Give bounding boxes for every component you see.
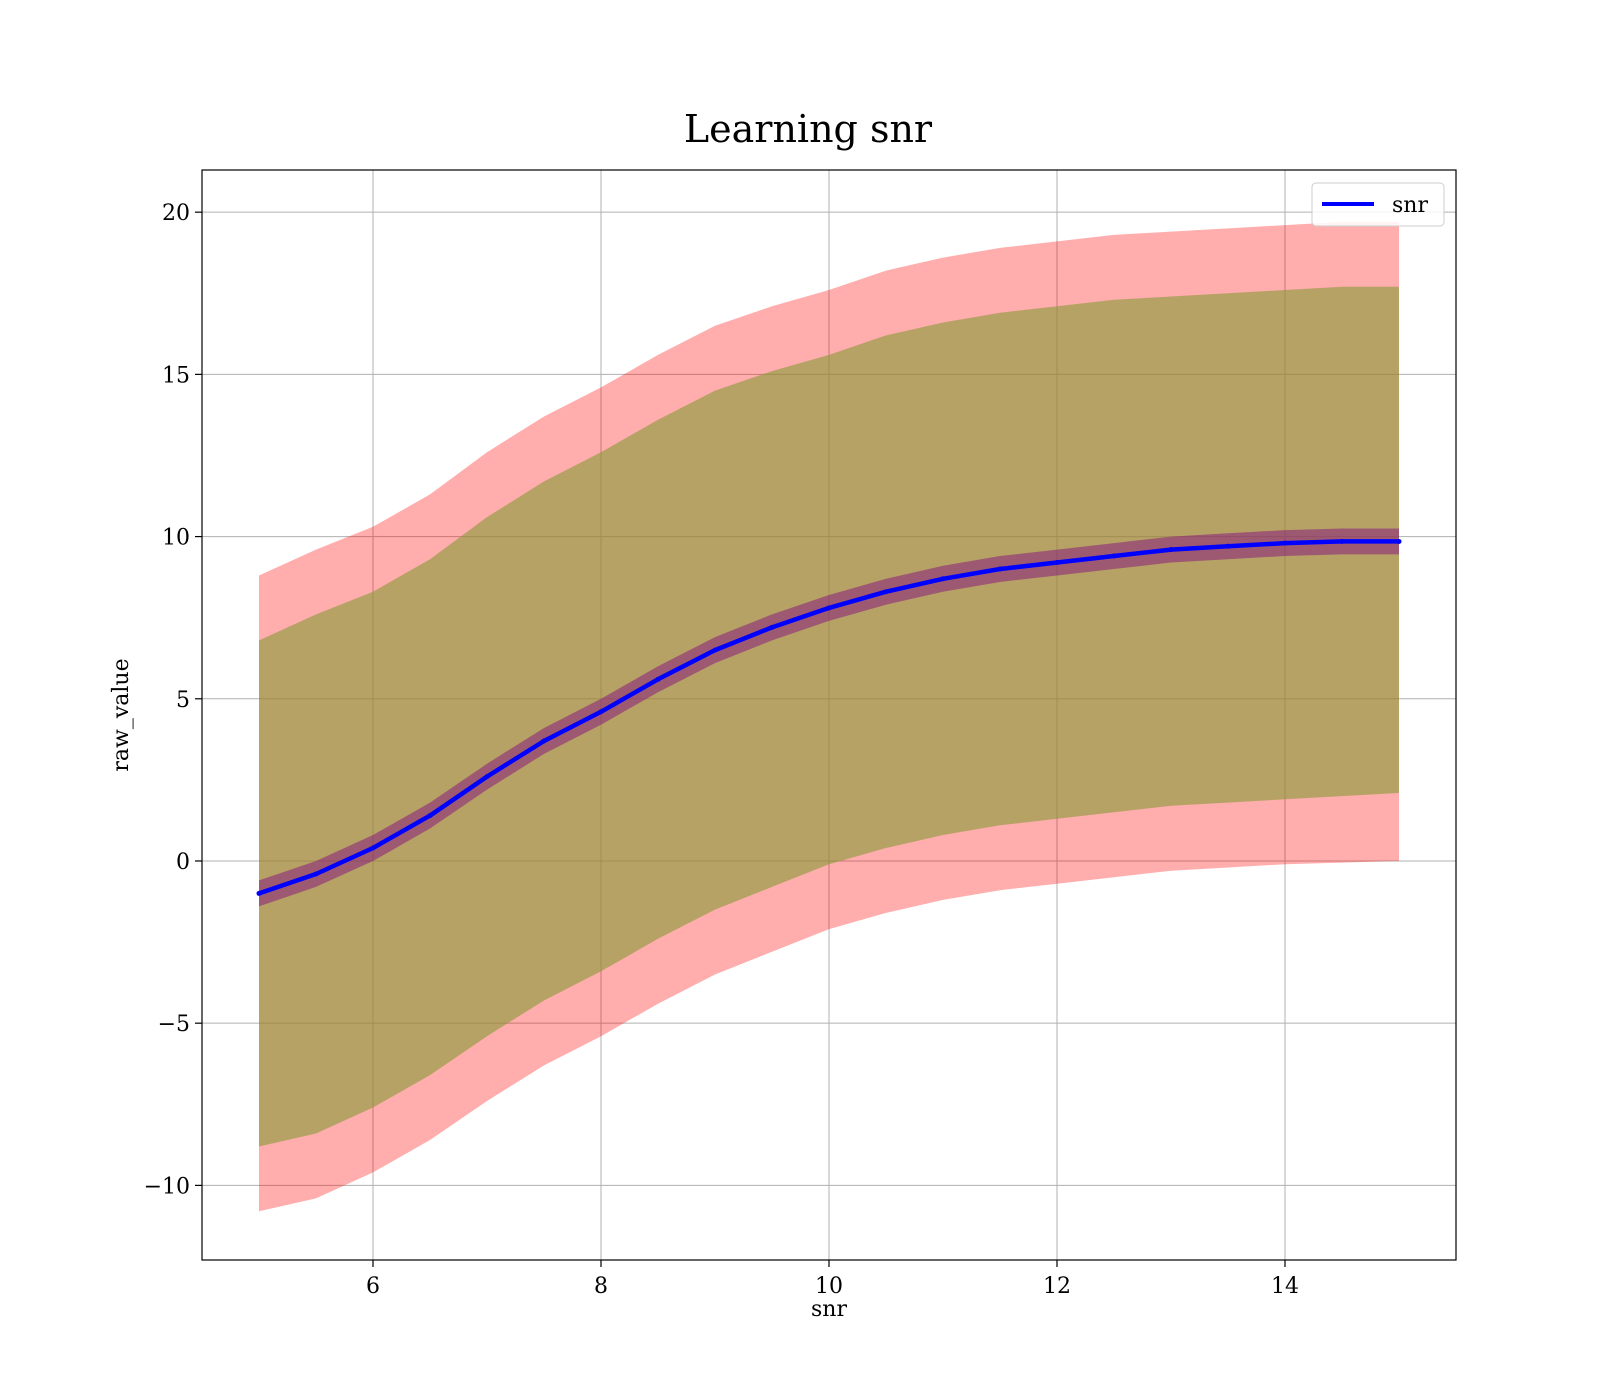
- x-tick-label: 8: [594, 1274, 608, 1299]
- y-axis-label: raw_value: [109, 658, 134, 771]
- x-tick-label: 12: [1043, 1274, 1071, 1299]
- data-point: [256, 890, 262, 896]
- x-axis-ticks: 6 8 10 12 14: [366, 1260, 1299, 1299]
- data-point: [655, 676, 661, 682]
- x-tick-label: 6: [366, 1274, 380, 1299]
- y-tick-label: 5: [176, 688, 190, 713]
- data-point: [598, 709, 604, 715]
- data-point: [313, 871, 319, 877]
- data-point: [1111, 553, 1117, 559]
- line-band: [259, 528, 1399, 907]
- data-point: [712, 647, 718, 653]
- legend: snr: [1311, 182, 1445, 227]
- x-tick-label: 14: [1271, 1274, 1299, 1299]
- data-point: [1396, 538, 1402, 544]
- y-axis-ticks: −10 −5 0 5 10 15 20: [144, 201, 202, 1199]
- data-point: [1282, 540, 1288, 546]
- data-point: [370, 845, 376, 851]
- data-point: [1225, 543, 1231, 549]
- y-tick-label: 15: [162, 363, 190, 388]
- x-tick-label: 10: [815, 1274, 843, 1299]
- data-point: [484, 774, 490, 780]
- data-point: [883, 589, 889, 595]
- y-tick-label: −5: [158, 1012, 190, 1037]
- legend-label-snr: snr: [1392, 193, 1428, 218]
- data-point: [826, 605, 832, 611]
- y-tick-label: 0: [176, 850, 190, 875]
- legend-box: [1311, 182, 1445, 227]
- data-point: [427, 813, 433, 819]
- y-tick-label: 10: [162, 526, 190, 551]
- data-point: [1339, 538, 1345, 544]
- data-point: [1168, 547, 1174, 553]
- chart-title: Learning snr: [684, 107, 933, 151]
- inner-band: [259, 286, 1399, 1147]
- y-tick-label: −10: [144, 1174, 190, 1199]
- y-tick-label: 20: [162, 201, 190, 226]
- data-point: [940, 576, 946, 582]
- x-axis-label: snr: [811, 1297, 847, 1322]
- bands: [259, 221, 1399, 1212]
- lines: [256, 538, 1402, 896]
- data-point: [997, 566, 1003, 572]
- data-point: [1054, 560, 1060, 566]
- data-point: [769, 624, 775, 630]
- data-point: [541, 738, 547, 744]
